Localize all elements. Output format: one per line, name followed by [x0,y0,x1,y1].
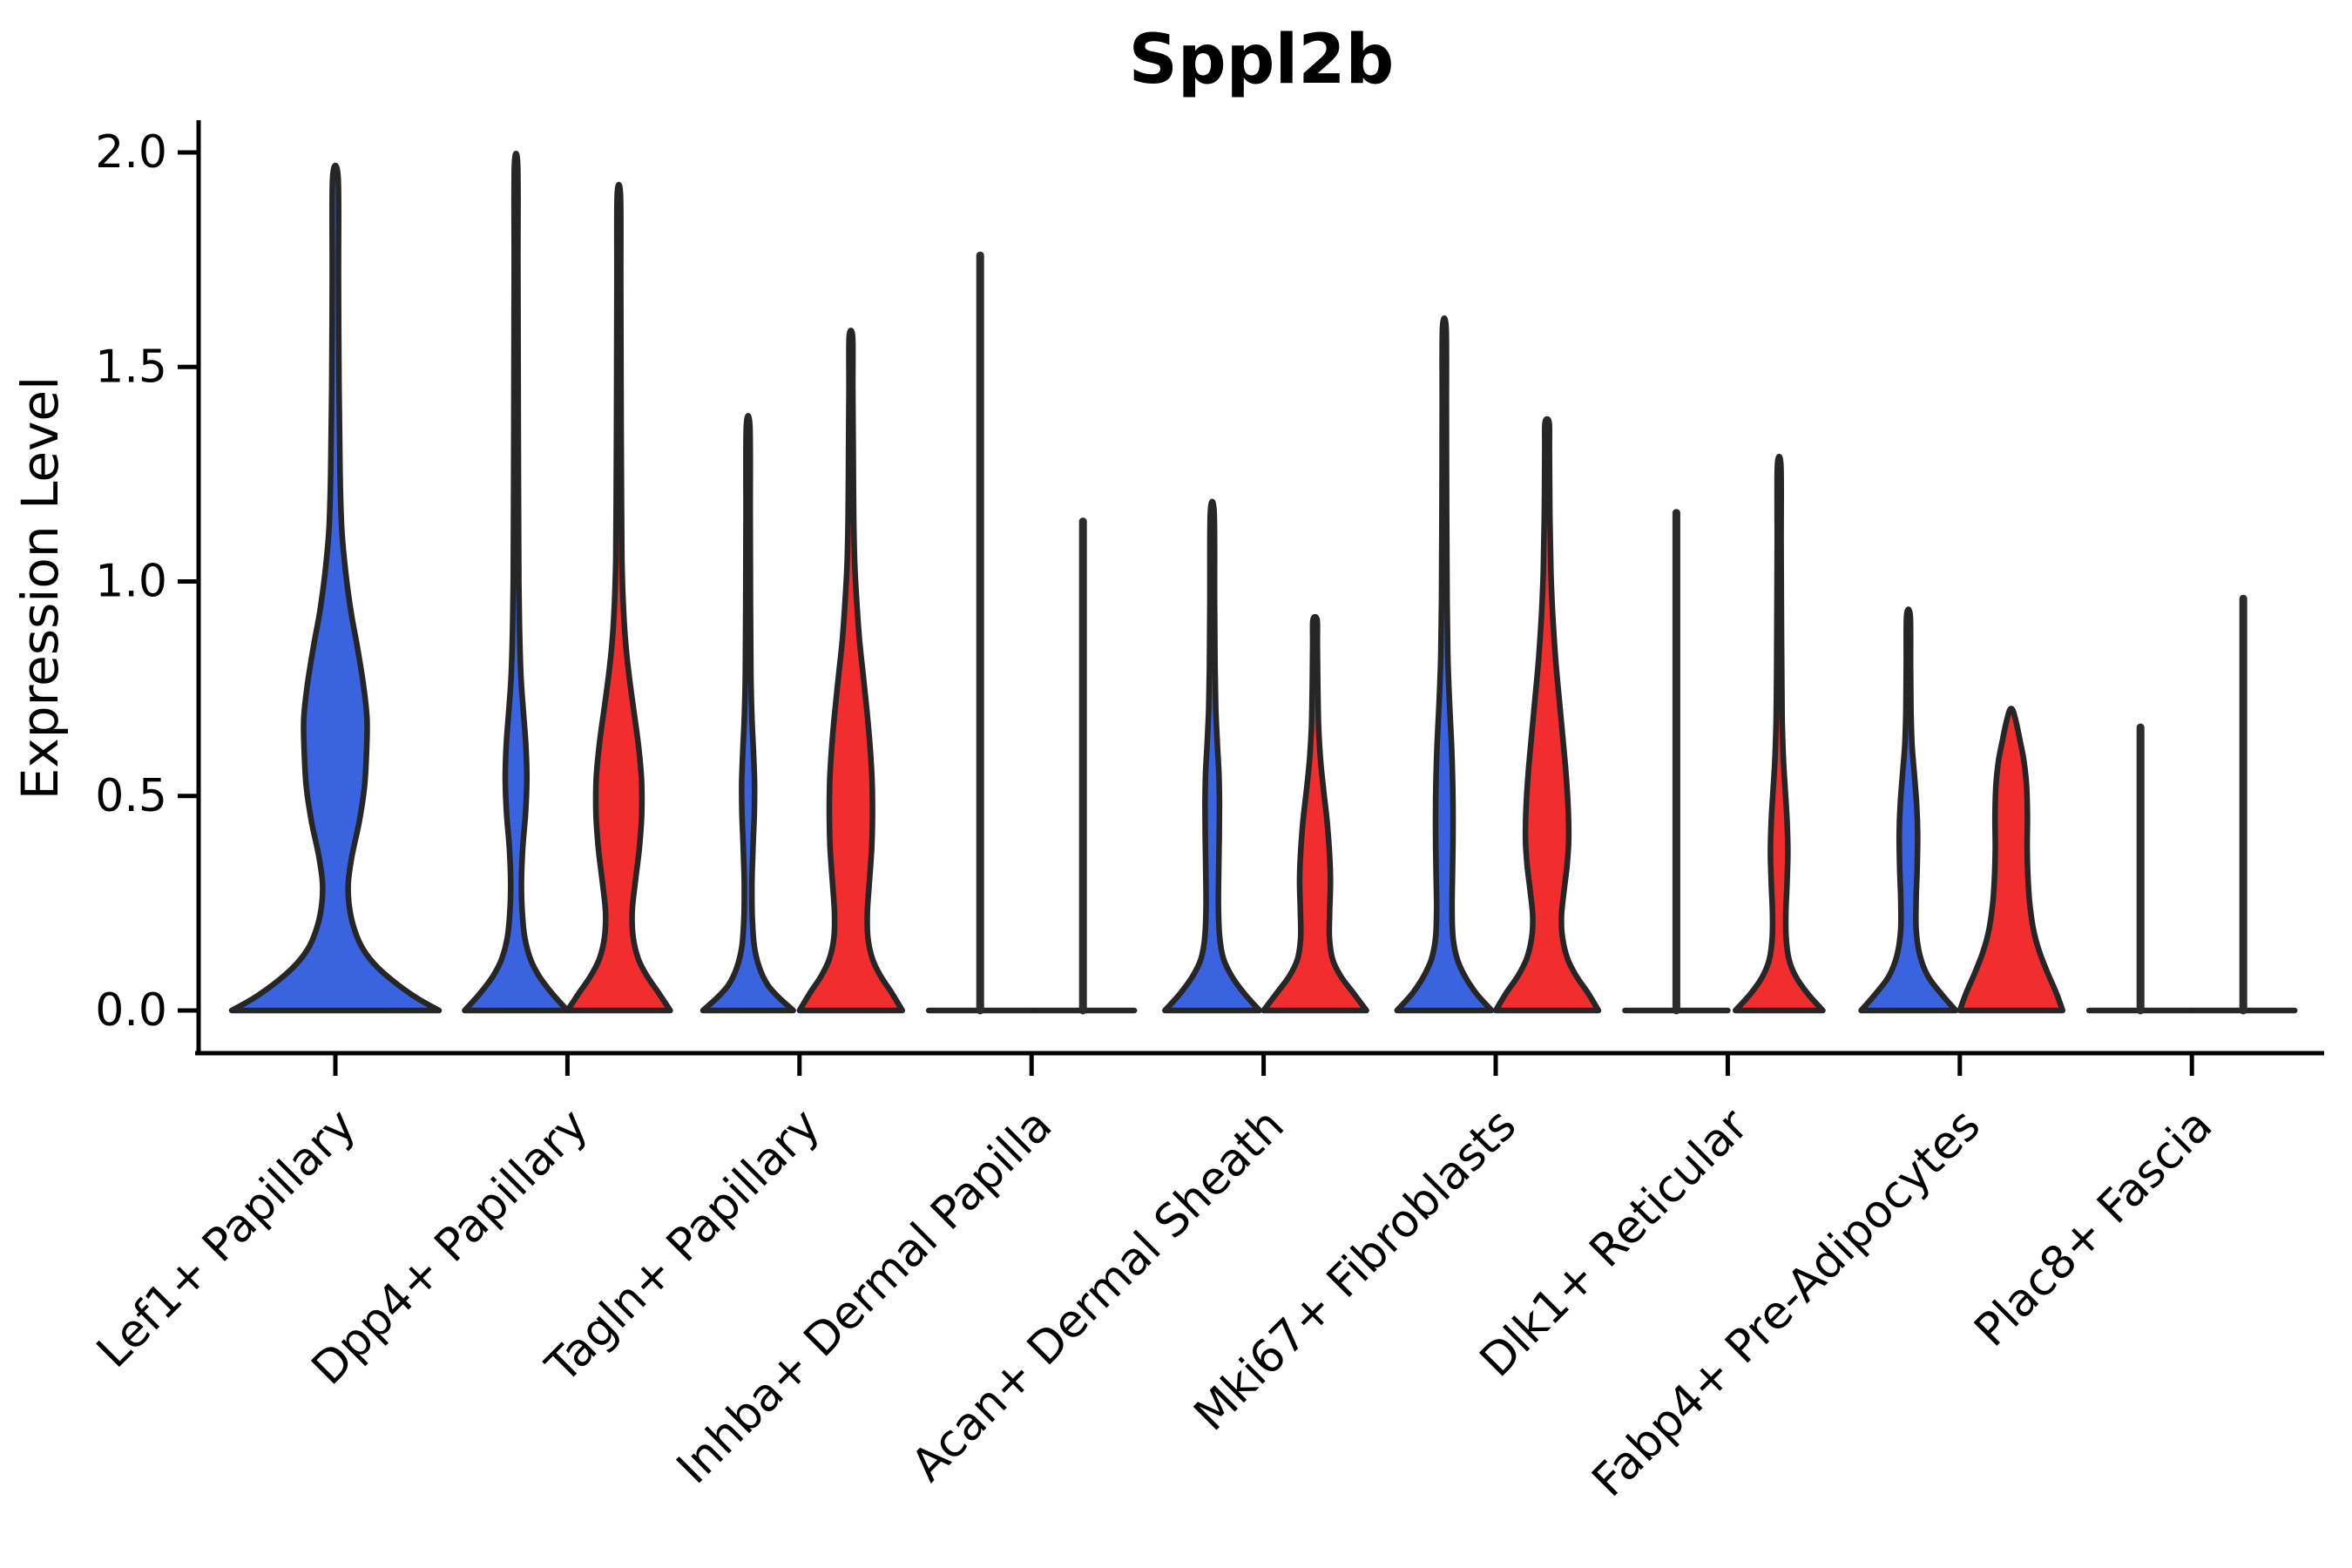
y-tick-label: 1.5 [95,341,167,393]
violin-mki67-fibroblasts-right [1492,416,1602,1014]
y-axis-ticks: 0.0 0.5 1.0 1.5 2.0 [95,126,199,1037]
y-tick-label: 0.0 [95,984,167,1037]
violin-inhba-dermal-papilla-right [1028,517,1138,1015]
violin-plac8-fascia-left [2085,723,2195,1015]
violin-tagln-papillary-left [700,413,796,1014]
violin-series-group [228,150,2298,1015]
violin-plac8-fascia-right [2188,594,2298,1015]
violin-inhba-dermal-papilla-left [925,251,1035,1015]
violin-acan-dermal-sheath-right [1260,614,1369,1014]
y-tick-label: 1.0 [95,556,167,608]
violin-tagln-papillary-right [796,328,906,1014]
y-tick-label: 2.0 [95,126,167,179]
violin-mki67-fibroblasts-left [1394,314,1495,1014]
chart-title: Sppl2b [1129,21,1395,99]
y-tick-label: 0.5 [95,770,167,822]
violin-acan-dermal-sheath-left [1162,498,1263,1014]
y-axis-label: Expression Level [10,376,70,800]
violin-dpp4-papillary-left [462,150,571,1014]
violin-dpp4-papillary-right [564,181,673,1014]
violin-fabp4-pre-adipocytes-left [1858,606,1959,1014]
violin-lef1-papillary-center [228,162,443,1014]
violin-dlk1-reticular-left [1622,509,1731,1015]
violin-dlk1-reticular-right [1732,453,1826,1014]
violin-fabp4-pre-adipocytes-right [1957,706,2066,1014]
